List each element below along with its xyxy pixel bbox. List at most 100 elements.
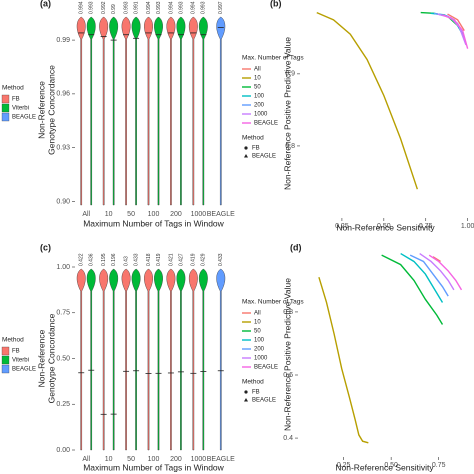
- value-label: 0.419: [156, 253, 162, 266]
- x-tick-label: 50: [127, 211, 135, 218]
- y-tick-label: 0.90: [56, 198, 70, 205]
- legend-label: 50: [254, 329, 261, 335]
- y-tick-label: 0.96: [56, 91, 70, 98]
- panel-label: (c): [40, 242, 51, 252]
- series-line: [409, 254, 449, 297]
- violin: [154, 268, 163, 451]
- legend-title: Method: [2, 85, 24, 92]
- legend-swatch: [1, 103, 10, 113]
- y-axis-title: Non-Reference: [36, 81, 46, 139]
- legend-label: 50: [254, 85, 261, 91]
- x-tick-label: BEAGLE: [207, 211, 235, 218]
- value-label: 0.196: [111, 253, 117, 266]
- y-axis-title: Genotype Concordance: [46, 65, 56, 155]
- x-tick-label: 1.00: [461, 223, 474, 230]
- value-label: 0.422: [79, 253, 85, 266]
- y-tick-label: 0.99: [56, 37, 70, 44]
- violin: [166, 268, 176, 451]
- legend-shape: [244, 146, 248, 150]
- x-tick-label: 200: [170, 456, 182, 463]
- x-tick-label: All: [82, 456, 90, 463]
- legend-shape: [244, 398, 248, 402]
- violin: [176, 268, 186, 451]
- value-label: 0.195: [101, 253, 107, 266]
- x-tick-label: 0.50: [377, 223, 391, 230]
- y-tick-label: 0.25: [56, 401, 70, 408]
- violin: [216, 16, 226, 206]
- legend-label: All: [254, 311, 261, 317]
- legend-label: 1000: [254, 112, 268, 118]
- legend-label: BEAGLE: [252, 154, 276, 160]
- value-label: 0.43: [123, 256, 129, 266]
- legend-label: BEAGLE: [254, 121, 278, 127]
- y-axis-title: Non-Reference Positive Predictive Value: [282, 37, 292, 190]
- value-label: 0.418: [146, 253, 152, 266]
- legend-label: BEAGLE: [12, 367, 36, 373]
- legend-title: Max. Number of Tags: [242, 55, 304, 62]
- violin: [76, 268, 86, 451]
- x-tick-label: BEAGLE: [207, 456, 235, 463]
- value-label: 0.994: [79, 1, 85, 14]
- legend-label: FB: [252, 146, 260, 152]
- value-label: 0.994: [146, 1, 152, 14]
- x-axis-title: Non-Reference Sensitivity: [335, 462, 434, 472]
- legend-swatch: [1, 355, 10, 365]
- violin: [109, 16, 119, 206]
- value-label: 0.993: [89, 1, 95, 14]
- y-tick-label: 0.93: [56, 144, 70, 151]
- series-line: [419, 253, 455, 291]
- value-label: 0.427: [178, 253, 184, 266]
- y-tick-label: 1.00: [56, 264, 70, 271]
- y-axis-title: Genotype Concordance: [46, 313, 56, 403]
- x-tick-label: 1000: [191, 456, 207, 463]
- violin: [198, 268, 208, 451]
- legend-label: 200: [254, 103, 265, 109]
- value-label: 0.994: [168, 1, 174, 14]
- violin: [188, 268, 198, 451]
- x-tick-label: 1000: [191, 211, 207, 218]
- y-tick-label: 0.8: [285, 143, 295, 150]
- x-tick-label: 50: [127, 456, 135, 463]
- legend-label: BEAGLE: [254, 365, 278, 371]
- x-tick-label: 0.75: [432, 462, 446, 469]
- violin: [188, 16, 198, 206]
- series-line: [381, 254, 444, 325]
- series-line: [447, 13, 465, 31]
- x-tick-label: 0.50: [384, 462, 398, 469]
- legend-title: Method: [242, 379, 264, 386]
- value-label: 0.433: [218, 253, 224, 266]
- value-label: 0.436: [89, 253, 95, 266]
- legend-swatch: [1, 364, 10, 374]
- value-label: 0.997: [218, 1, 224, 14]
- value-label: 0.993: [123, 1, 129, 14]
- legend-swatch: [1, 94, 10, 104]
- value-label: 0.992: [101, 1, 107, 14]
- legend-swatch: [1, 346, 10, 356]
- legend-swatch: [1, 112, 10, 122]
- violin: [131, 268, 141, 451]
- legend-label: 10: [254, 320, 261, 326]
- value-label: 0.993: [178, 1, 184, 14]
- legend-label: FB: [252, 390, 260, 396]
- legend-label: BEAGLE: [12, 115, 36, 121]
- violin: [216, 268, 226, 451]
- legend-label: 10: [254, 76, 261, 82]
- panel-label: (d): [290, 242, 302, 252]
- y-tick-label: 0.9: [285, 71, 295, 78]
- y-tick-label: 0.8: [283, 309, 293, 316]
- legend-label: FB: [12, 349, 20, 355]
- value-label: 0.419: [191, 253, 197, 266]
- value-label: 0.421: [168, 253, 174, 266]
- violin: [121, 268, 131, 451]
- violin: [131, 16, 141, 206]
- legend-shape: [244, 390, 248, 394]
- violin: [76, 16, 86, 206]
- legend-label: FB: [12, 97, 20, 103]
- legend-title: Max. Number of Tags: [242, 299, 304, 306]
- value-label: 0.994: [191, 1, 197, 14]
- x-tick-label: 0.25: [337, 462, 351, 469]
- x-tick-label: All: [82, 211, 90, 218]
- x-axis-title: Non-Reference Sensitivity: [336, 222, 435, 232]
- series-line: [400, 252, 444, 303]
- violin: [99, 268, 109, 451]
